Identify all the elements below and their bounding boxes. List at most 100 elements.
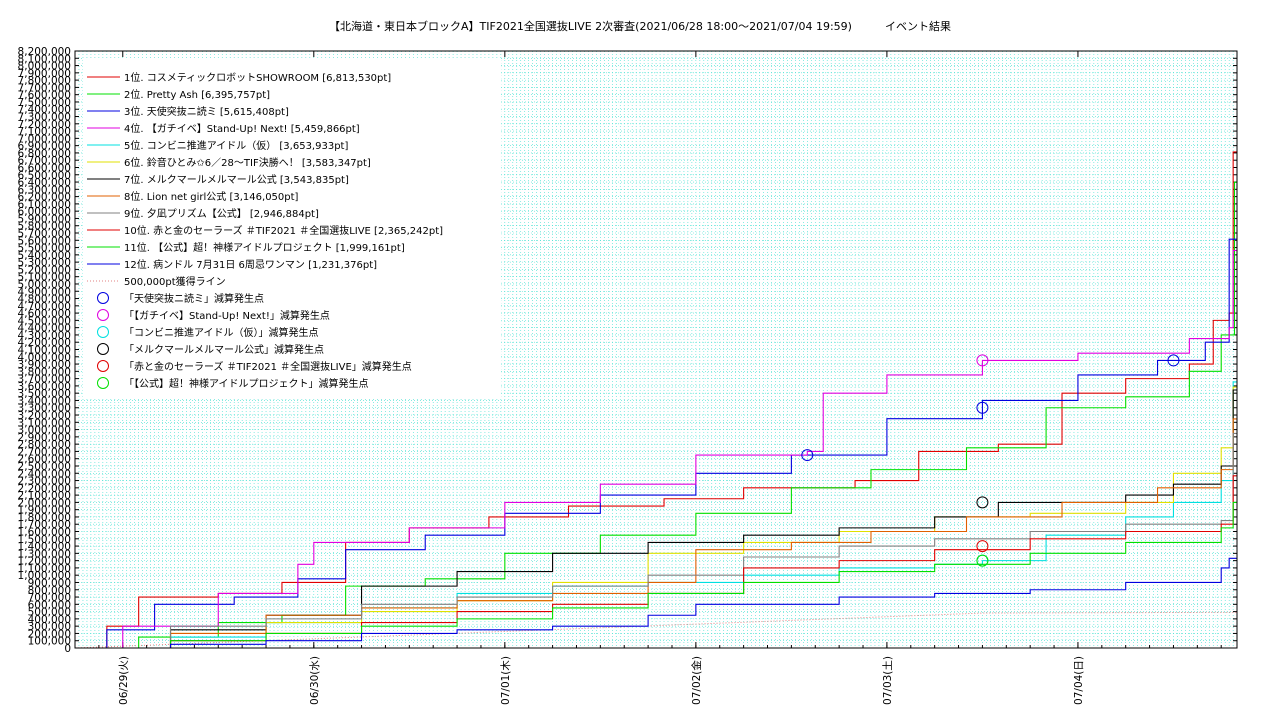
marker-1 bbox=[976, 401, 989, 414]
y-tick-label: 100,000 bbox=[28, 636, 71, 648]
legend-label-5: 5位. コンビニ推進アイドル（仮） [3,653,933pt] bbox=[124, 139, 348, 152]
y-tick-label: 2,400,000 bbox=[18, 468, 71, 480]
y-tick-label: 2,600,000 bbox=[18, 454, 71, 466]
y-tick-label: 2,100,000 bbox=[18, 490, 71, 502]
y-tick-label: 7,800,000 bbox=[18, 75, 71, 87]
series-line-5 bbox=[75, 381, 1237, 649]
legend-label-1: 1位. コスメティックロボットSHOWROOM [6,813,530pt] bbox=[124, 71, 391, 84]
y-tick-label: 900,000 bbox=[28, 577, 71, 589]
marker-1 bbox=[801, 449, 814, 462]
y-tick-label: 7,300,000 bbox=[18, 112, 71, 124]
y-tick-label: 500,000 bbox=[28, 607, 71, 619]
legend-label-12: 12位. 病ンドル 7月31日 6周忌ワンマン [1,231,376pt] bbox=[124, 258, 377, 271]
y-tick-label: 6,700,000 bbox=[18, 155, 71, 167]
marker-5 bbox=[976, 540, 989, 553]
y-tick-label: 6,100,000 bbox=[18, 199, 71, 211]
y-tick-label: 5,400,000 bbox=[18, 250, 71, 262]
y-tick-label: 3,700,000 bbox=[18, 374, 71, 386]
legend-label-8: 8位. Lion net girl公式 [3,146,050pt] bbox=[124, 190, 299, 203]
y-tick-label: 4,700,000 bbox=[18, 301, 71, 313]
x-tick-label: 07/02(金) bbox=[690, 656, 703, 705]
reference-line bbox=[74, 611, 1238, 649]
y-tick-label: 6,500,000 bbox=[18, 170, 71, 182]
y-tick-label: 5,200,000 bbox=[18, 264, 71, 276]
y-tick-label: 3,300,000 bbox=[18, 403, 71, 415]
y-tick-label: 2,200,000 bbox=[18, 483, 71, 495]
y-tick-label: 7,000,000 bbox=[18, 133, 71, 145]
y-tick-label: 5,900,000 bbox=[18, 213, 71, 225]
series-line-4 bbox=[75, 249, 1237, 649]
y-tick-label: 1,600,000 bbox=[18, 527, 71, 539]
x-tick-label: 07/04(日) bbox=[1073, 656, 1085, 705]
y-tick-label: 200,000 bbox=[28, 628, 71, 640]
y-tick-label: 3,400,000 bbox=[18, 395, 71, 407]
legend-label-10: 10位. 赤と金のセーラーズ ＃TIF2021 ＃全国選抜LIVE [2,365… bbox=[124, 224, 443, 237]
legend-label-9: 9位. 夕凪プリズム【公式】 [2,946,884pt] bbox=[124, 207, 319, 220]
y-tick-label: 4,300,000 bbox=[18, 330, 71, 342]
y-tick-label: 4,900,000 bbox=[18, 286, 71, 298]
legend-marker-label-1: 「天使突抜ニ読ミ」減算発生点 bbox=[124, 292, 264, 305]
y-tick-label: 4,500,000 bbox=[18, 315, 71, 327]
y-tick-label: 8,200,000 bbox=[18, 46, 71, 58]
legend-marker-label-6: 「【公式】超！神様アイドルプロジェクト」減算発生点 bbox=[124, 377, 369, 390]
legend-marker-3 bbox=[97, 326, 109, 338]
y-tick-label: 4,100,000 bbox=[18, 345, 71, 357]
y-tick-label: 7,500,000 bbox=[18, 97, 71, 109]
y-tick-label: 4,200,000 bbox=[18, 337, 71, 349]
y-tick-label: 300,000 bbox=[28, 621, 71, 633]
y-tick-label: 6,400,000 bbox=[18, 177, 71, 189]
y-tick-label: 4,400,000 bbox=[18, 323, 71, 335]
legend-marker-2 bbox=[97, 309, 109, 321]
legend-marker-label-4: 「メルクマールメルマール公式」減算発生点 bbox=[124, 343, 324, 356]
legend-label-3: 3位. 天使突抜ニ読ミ [5,615,408pt] bbox=[124, 105, 289, 118]
y-tick-label: 6,900,000 bbox=[18, 141, 71, 153]
y-tick-label: 1,900,000 bbox=[18, 505, 71, 517]
y-tick-label: 7,200,000 bbox=[18, 119, 71, 131]
y-tick-label: 5,700,000 bbox=[18, 228, 71, 240]
y-tick-label: 7,400,000 bbox=[18, 104, 71, 116]
y-tick-label: 1,000,000 bbox=[18, 570, 71, 582]
y-tick-label: 6,300,000 bbox=[18, 184, 71, 196]
marker-6 bbox=[976, 554, 989, 567]
legend-label-7: 7位. メルクマールメルマール公式 [3,543,835pt] bbox=[124, 173, 349, 186]
y-tick-label: 3,100,000 bbox=[18, 417, 71, 429]
y-tick-label: 2,500,000 bbox=[18, 461, 71, 473]
y-tick-label: 3,500,000 bbox=[18, 388, 71, 400]
y-tick-label: 800,000 bbox=[28, 585, 71, 597]
y-tick-label: 3,000,000 bbox=[18, 425, 71, 437]
y-tick-label: 2,700,000 bbox=[18, 446, 71, 458]
y-tick-label: 2,300,000 bbox=[18, 476, 71, 488]
y-tick-label: 8,100,000 bbox=[18, 53, 71, 65]
legend-label-reference: 500,000pt獲得ライン bbox=[124, 275, 226, 288]
y-tick-label: 3,600,000 bbox=[18, 381, 71, 393]
legend-marker-6 bbox=[97, 377, 109, 389]
legend-marker-5 bbox=[97, 360, 109, 372]
y-tick-label: 400,000 bbox=[28, 614, 71, 626]
chart-title: 【北海道・東日本ブロックA】TIF2021全国選抜LIVE 2次審査(2021/… bbox=[329, 20, 951, 33]
x-tick-label: 06/30(水) bbox=[309, 656, 321, 705]
y-tick-label: 5,300,000 bbox=[18, 257, 71, 269]
legend-marker-1 bbox=[97, 292, 109, 304]
y-tick-label: 2,900,000 bbox=[18, 432, 71, 444]
y-tick-label: 1,500,000 bbox=[18, 534, 71, 546]
y-tick-label: 3,900,000 bbox=[18, 359, 71, 371]
legend-marker-label-2: 「【ガチイベ】Stand-Up! Next!」減算発生点 bbox=[124, 309, 330, 322]
plot-frame bbox=[74, 50, 1238, 649]
y-tick-label: 1,300,000 bbox=[18, 548, 71, 560]
y-tick-label: 6,800,000 bbox=[18, 148, 71, 160]
series-line-12 bbox=[75, 557, 1237, 649]
series-line-11 bbox=[75, 501, 1237, 649]
y-tick-label: 6,200,000 bbox=[18, 192, 71, 204]
legend-marker-label-3: 「コンビニ推進アイドル（仮）」減算発生点 bbox=[124, 326, 319, 339]
y-tick-label: 4,800,000 bbox=[18, 294, 71, 306]
y-tick-label: 5,500,000 bbox=[18, 243, 71, 255]
y-tick-label: 5,000,000 bbox=[18, 279, 71, 291]
series-line-9 bbox=[75, 432, 1237, 649]
legend-label-11: 11位. 【公式】超！神様アイドルプロジェクト [1,999,161pt] bbox=[124, 241, 405, 254]
legend-label-4: 4位. 【ガチイベ】Stand-Up! Next! [5,459,866pt] bbox=[124, 122, 360, 135]
y-tick-label: 1,400,000 bbox=[18, 541, 71, 553]
legend-marker-label-5: 「赤と金のセーラーズ ＃TIF2021 ＃全国選抜LIVE」減算発生点 bbox=[124, 360, 412, 373]
y-tick-label: 2,800,000 bbox=[18, 439, 71, 451]
y-tick-label: 7,600,000 bbox=[18, 90, 71, 102]
